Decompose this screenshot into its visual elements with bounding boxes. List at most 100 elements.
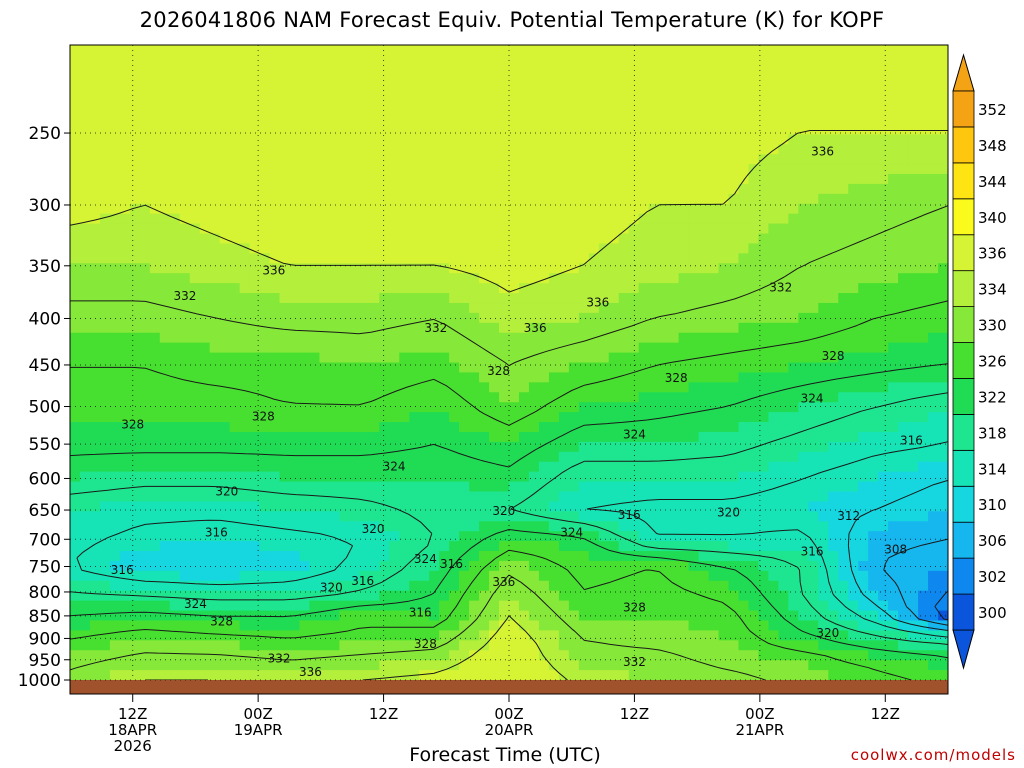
heatmap-cell (738, 531, 750, 542)
heatmap-cell (379, 193, 390, 205)
heatmap-cell (489, 332, 500, 344)
heatmap-cell (429, 203, 440, 215)
heatmap-cell (528, 283, 540, 294)
heatmap-cell (718, 173, 730, 185)
heatmap-cell (908, 134, 919, 145)
heatmap-cell (568, 273, 580, 284)
heatmap-cell (509, 154, 520, 165)
heatmap-cell (159, 332, 171, 344)
heatmap-cell (828, 402, 839, 413)
heatmap-cell (558, 104, 570, 116)
heatmap-cell (748, 342, 760, 354)
heatmap-cell (449, 302, 460, 314)
heatmap-cell (928, 104, 939, 116)
heatmap-cell (658, 104, 670, 116)
heatmap-cell (928, 481, 939, 493)
heatmap-cell (89, 402, 101, 413)
heatmap-cell (868, 54, 879, 66)
heatmap-cell (319, 580, 331, 592)
heatmap-cell (678, 243, 690, 254)
heatmap-cell (199, 124, 211, 135)
heatmap-cell (648, 551, 660, 562)
heatmap-cell (528, 134, 540, 145)
heatmap-cell (868, 431, 879, 443)
heatmap-cell (678, 551, 690, 562)
heatmap-cell (768, 84, 779, 96)
heatmap-cell (179, 263, 191, 274)
heatmap-cell (598, 84, 610, 96)
heatmap-cell (848, 45, 859, 56)
heatmap-cell (838, 203, 849, 215)
heatmap-cell (578, 54, 590, 66)
heatmap-cell (309, 312, 321, 324)
heatmap-cell (209, 491, 221, 502)
heatmap-cell (439, 481, 450, 493)
heatmap-cell (518, 461, 530, 473)
heatmap-cell (349, 104, 360, 116)
heatmap-cell (479, 243, 490, 254)
heatmap-cell (758, 392, 770, 403)
heatmap-cell (638, 213, 650, 225)
heatmap-cell (778, 64, 789, 76)
heatmap-cell (568, 560, 580, 572)
heatmap-cell (99, 372, 111, 383)
heatmap-cell (389, 54, 400, 66)
heatmap-cell (189, 263, 201, 274)
heatmap-cell (279, 164, 291, 175)
heatmap-cell (568, 84, 580, 96)
heatmap-cell (888, 173, 899, 185)
heatmap-cell (389, 382, 400, 393)
heatmap-cell (389, 441, 400, 453)
heatmap-cell (159, 124, 171, 135)
heatmap-cell (79, 84, 91, 96)
heatmap-cell (169, 590, 181, 602)
heatmap-cell (758, 273, 770, 284)
heatmap-cell (269, 263, 281, 274)
heatmap-cell (578, 114, 590, 125)
heatmap-cell (119, 64, 131, 76)
heatmap-cell (419, 511, 430, 522)
heatmap-cell (898, 84, 909, 96)
heatmap-cell (758, 183, 770, 195)
heatmap-cell (838, 74, 849, 86)
heatmap-cell (668, 481, 680, 493)
heatmap-cell (568, 392, 580, 403)
heatmap-cell (399, 570, 410, 582)
heatmap-cell (159, 293, 171, 304)
heatmap-cell (409, 183, 420, 195)
heatmap-cell (858, 491, 869, 502)
heatmap-cell (848, 183, 859, 195)
heatmap-cell (169, 283, 181, 294)
heatmap-cell (938, 541, 948, 552)
heatmap-cell (748, 590, 760, 602)
heatmap-cell (109, 481, 121, 493)
heatmap-cell (828, 173, 839, 185)
heatmap-cell (558, 392, 570, 403)
heatmap-cell (658, 45, 670, 56)
heatmap-cell (309, 491, 321, 502)
heatmap-cell (449, 253, 460, 264)
heatmap-cell (99, 422, 111, 433)
heatmap-cell (608, 302, 620, 314)
heatmap-cell (818, 352, 829, 364)
heatmap-cell (588, 481, 600, 493)
heatmap-cell (518, 64, 530, 76)
heatmap-cell (449, 511, 460, 522)
heatmap-cell (528, 233, 540, 245)
heatmap-cell (499, 203, 510, 215)
heatmap-cell (728, 501, 740, 512)
heatmap-cell (269, 293, 281, 304)
heatmap-cell (89, 233, 101, 245)
heatmap-cell (908, 114, 919, 125)
heatmap-cell (838, 491, 849, 502)
heatmap-cell (419, 412, 430, 423)
heatmap-cell (738, 541, 750, 552)
heatmap-cell (449, 332, 460, 344)
heatmap-cell (439, 253, 450, 264)
heatmap-cell (698, 94, 710, 106)
heatmap-cell (738, 312, 750, 324)
heatmap-cell (239, 531, 251, 542)
heatmap-cell (558, 521, 570, 532)
heatmap-cell (618, 243, 630, 254)
heatmap-cell (828, 293, 839, 304)
